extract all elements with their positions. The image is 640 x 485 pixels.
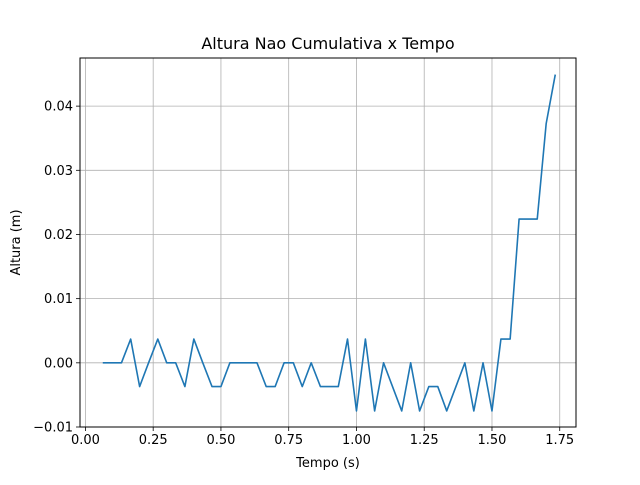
x-tick-label: 1.00 — [342, 433, 371, 448]
chart-title: Altura Nao Cumulativa x Tempo — [201, 34, 454, 53]
x-tick-label: 1.25 — [410, 433, 439, 448]
x-tick-label: 0.00 — [71, 433, 100, 448]
ticks: 0.00 0.25 0.50 0.75 1.00 1.25 1.50 1.75−0.010.0… — [33, 100, 574, 448]
x-tick-label: 1.75 — [545, 433, 574, 448]
x-tick-label: 0.50 — [206, 433, 235, 448]
grid — [80, 58, 576, 428]
y-tick-label: 0.01 — [44, 292, 73, 307]
y-tick-label: 0.04 — [44, 100, 73, 115]
series-layer — [102, 74, 557, 412]
y-axis-label: Altura (m) — [9, 209, 24, 275]
plot-frame — [79, 57, 577, 428]
y-tick-label: 0.03 — [44, 164, 73, 179]
x-tick-label: 0.75 — [274, 433, 303, 448]
y-tick-label: −0.01 — [33, 421, 73, 436]
y-tick-label: 0.00 — [44, 356, 73, 371]
series-line — [102, 74, 557, 412]
x-tick-label: 0.25 — [139, 433, 168, 448]
x-axis-label: Tempo (s) — [295, 456, 360, 471]
x-tick-label: 1.50 — [478, 433, 507, 448]
y-tick-label: 0.02 — [44, 228, 73, 243]
